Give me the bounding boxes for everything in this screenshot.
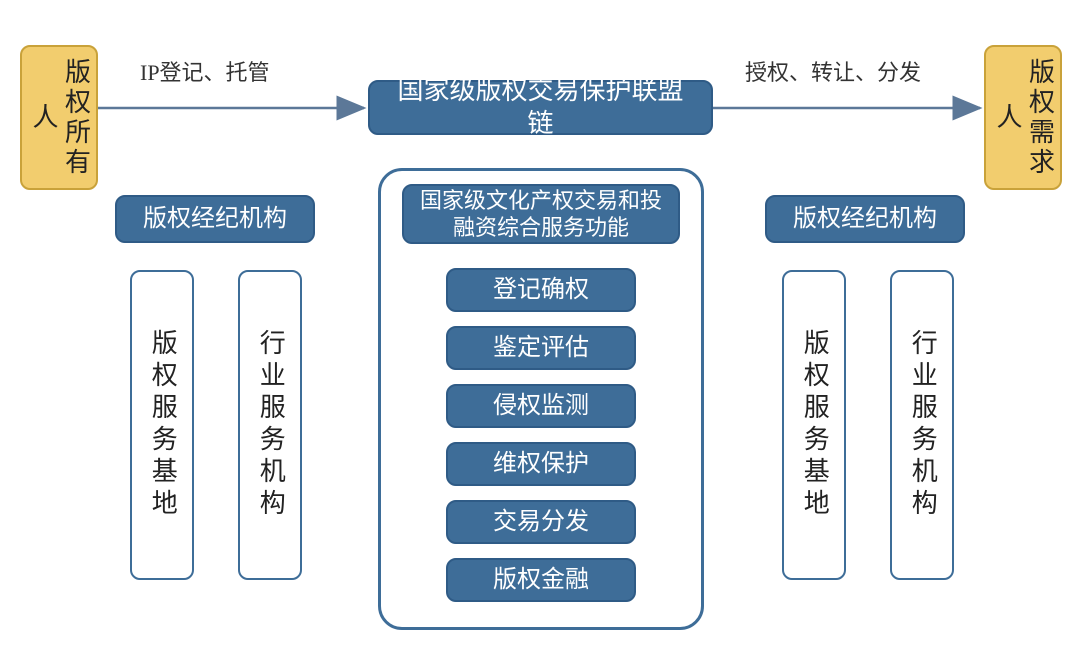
edge-label-left: IP登记、托管	[140, 55, 270, 87]
vert-box-right-0: 版权服务基地	[782, 270, 846, 580]
center-item-5: 版权金融	[446, 558, 636, 602]
agency-label-left: 版权经纪机构	[115, 195, 315, 243]
center-item-4: 交易分发	[446, 500, 636, 544]
center-item-3: 维权保护	[446, 442, 636, 486]
center-item-2: 侵权监测	[446, 384, 636, 428]
endpoint-right: 版权需求人	[984, 45, 1062, 190]
vert-box-left-0: 版权服务基地	[130, 270, 194, 580]
vert-box-right-1: 行业服务机构	[890, 270, 954, 580]
endpoint-left: 版权所有人	[20, 45, 98, 190]
edge-label-right: 授权、转让、分发	[745, 55, 921, 87]
center-item-0: 登记确权	[446, 268, 636, 312]
agency-label-right: 版权经纪机构	[765, 195, 965, 243]
center-item-1: 鉴定评估	[446, 326, 636, 370]
vert-box-left-1: 行业服务机构	[238, 270, 302, 580]
center-head: 国家级文化产权交易和投融资综合服务功能	[402, 184, 680, 244]
main-banner: 国家级版权交易保护联盟链	[368, 80, 713, 135]
